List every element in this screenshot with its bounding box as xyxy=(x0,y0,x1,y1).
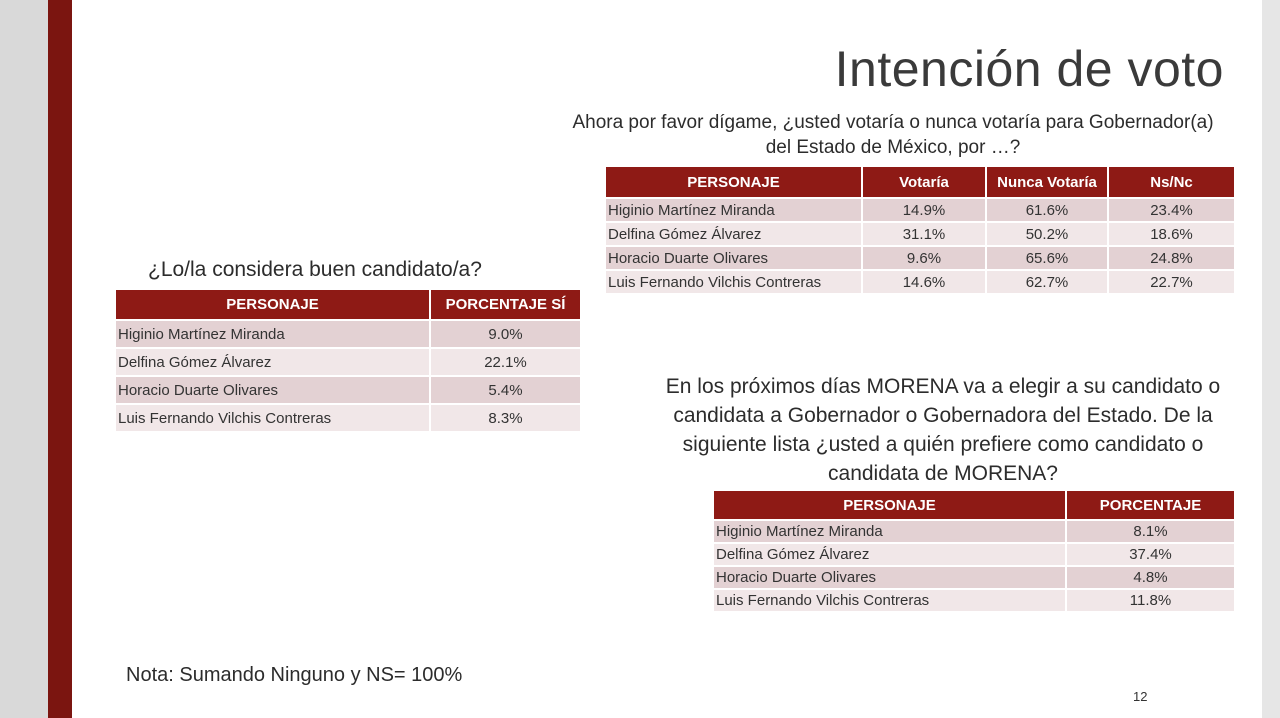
candidate-name: Delfina Gómez Álvarez xyxy=(606,222,863,247)
column-header: Ns/Nc xyxy=(1108,167,1234,199)
table-cell: 61.6% xyxy=(986,198,1109,223)
candidate-name: Horacio Duarte Olivares xyxy=(606,246,863,271)
table-header-row: PERSONAJE PORCENTAJE SÍ xyxy=(116,290,580,321)
slide: Intención de voto Ahora por favor dígame… xyxy=(48,0,1262,718)
table-row: Delfina Gómez Álvarez 31.1% 50.2% 18.6% xyxy=(606,222,1234,247)
right-margin xyxy=(1262,0,1280,718)
column-header: PERSONAJE xyxy=(606,167,863,199)
table-cell: 8.1% xyxy=(1066,520,1234,544)
table-header-row: PERSONAJE Votaría Nunca Votaría Ns/Nc xyxy=(606,167,1234,199)
table-row: Higinio Martínez Miranda 14.9% 61.6% 23.… xyxy=(606,198,1234,223)
footnote: Nota: Sumando Ninguno y NS= 100% xyxy=(126,664,463,686)
column-header: Nunca Votaría xyxy=(986,167,1109,199)
table-cell: 22.7% xyxy=(1108,270,1234,295)
good-candidate-table: PERSONAJE PORCENTAJE SÍ Higinio Martínez… xyxy=(116,290,580,433)
table-header-row: PERSONAJE PORCENTAJE xyxy=(714,491,1234,521)
table-cell: 65.6% xyxy=(986,246,1109,271)
table-row: Horacio Duarte Olivares 5.4% xyxy=(116,376,580,405)
table-cell: 14.6% xyxy=(862,270,987,295)
table-row: Horacio Duarte Olivares 9.6% 65.6% 24.8% xyxy=(606,246,1234,271)
table-cell: 31.1% xyxy=(862,222,987,247)
morena-question: En los próximos días MORENA va a elegir … xyxy=(665,375,1221,485)
table-row: Luis Fernando Vilchis Contreras 8.3% xyxy=(116,404,580,433)
candidate-name: Delfina Gómez Álvarez xyxy=(116,348,431,377)
table-row: Delfina Gómez Álvarez 22.1% xyxy=(116,348,580,377)
table-cell: 9.6% xyxy=(862,246,987,271)
vote-question: Ahora por favor dígame, ¿usted votaría o… xyxy=(572,112,1214,158)
column-header: PERSONAJE xyxy=(714,491,1067,521)
good-candidate-question: ¿Lo/la considera buen candidato/a? xyxy=(148,258,482,281)
table-row: Luis Fernando Vilchis Contreras 14.6% 62… xyxy=(606,270,1234,295)
candidate-name: Luis Fernando Vilchis Contreras xyxy=(116,404,431,433)
table-cell: 23.4% xyxy=(1108,198,1234,223)
table-cell: 22.1% xyxy=(430,348,580,377)
morena-preference-table: PERSONAJE PORCENTAJE Higinio Martínez Mi… xyxy=(714,491,1234,613)
table-row: Delfina Gómez Álvarez 37.4% xyxy=(714,543,1234,567)
table-cell: 4.8% xyxy=(1066,566,1234,590)
table-cell: 62.7% xyxy=(986,270,1109,295)
column-header: Votaría xyxy=(862,167,987,199)
page-number: 12 xyxy=(1133,689,1148,704)
table-cell: 50.2% xyxy=(986,222,1109,247)
accent-stripe xyxy=(48,0,72,718)
table-cell: 11.8% xyxy=(1066,589,1234,613)
column-header: PORCENTAJE SÍ xyxy=(430,290,580,321)
table-cell: 24.8% xyxy=(1108,246,1234,271)
candidate-name: Luis Fernando Vilchis Contreras xyxy=(606,270,863,295)
candidate-name: Higinio Martínez Miranda xyxy=(714,520,1067,544)
table-row: Luis Fernando Vilchis Contreras 11.8% xyxy=(714,589,1234,613)
column-header: PERSONAJE xyxy=(116,290,431,321)
slide-title: Intención de voto xyxy=(834,41,1224,97)
table-cell: 37.4% xyxy=(1066,543,1234,567)
table-row: Horacio Duarte Olivares 4.8% xyxy=(714,566,1234,590)
left-margin xyxy=(0,0,48,718)
column-header: PORCENTAJE xyxy=(1066,491,1234,521)
candidate-name: Horacio Duarte Olivares xyxy=(116,376,431,405)
vote-table: PERSONAJE Votaría Nunca Votaría Ns/Nc Hi… xyxy=(606,167,1234,295)
table-row: Higinio Martínez Miranda 8.1% xyxy=(714,520,1234,544)
table-cell: 14.9% xyxy=(862,198,987,223)
candidate-name: Higinio Martínez Miranda xyxy=(116,320,431,349)
table-cell: 9.0% xyxy=(430,320,580,349)
candidate-name: Luis Fernando Vilchis Contreras xyxy=(714,589,1067,613)
table-cell: 18.6% xyxy=(1108,222,1234,247)
table-cell: 5.4% xyxy=(430,376,580,405)
table-cell: 8.3% xyxy=(430,404,580,433)
table-row: Higinio Martínez Miranda 9.0% xyxy=(116,320,580,349)
candidate-name: Delfina Gómez Álvarez xyxy=(714,543,1067,567)
candidate-name: Higinio Martínez Miranda xyxy=(606,198,863,223)
candidate-name: Horacio Duarte Olivares xyxy=(714,566,1067,590)
